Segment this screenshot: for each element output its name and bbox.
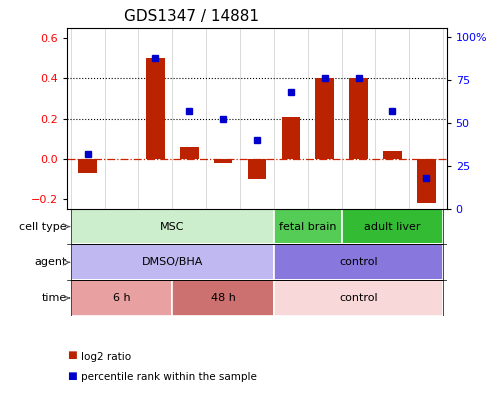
Text: control: control — [339, 293, 378, 303]
Bar — [146, 58, 165, 159]
Bar — [71, 280, 443, 316]
Text: MSC: MSC — [160, 222, 185, 232]
Bar — [71, 245, 443, 280]
Text: fetal brain: fetal brain — [279, 222, 336, 232]
Text: adult liver: adult liver — [364, 222, 421, 232]
Text: percentile rank within the sample: percentile rank within the sample — [81, 372, 256, 382]
Bar — [315, 79, 334, 159]
Text: ■: ■ — [67, 371, 77, 381]
Bar — [274, 245, 443, 280]
Bar — [172, 280, 274, 316]
Bar — [78, 159, 97, 173]
Bar — [342, 209, 443, 245]
Text: 48 h: 48 h — [211, 293, 236, 303]
Bar — [274, 280, 443, 316]
Bar — [71, 245, 274, 280]
Bar — [180, 147, 199, 159]
Bar — [71, 209, 443, 245]
Text: log2 ratio: log2 ratio — [81, 352, 131, 362]
Bar — [281, 117, 300, 159]
Bar — [274, 209, 342, 245]
Text: ■: ■ — [67, 350, 77, 360]
Bar — [417, 159, 436, 203]
Bar — [248, 159, 266, 179]
Text: DMSO/BHA: DMSO/BHA — [142, 257, 203, 267]
Bar — [71, 209, 274, 245]
Text: control: control — [339, 257, 378, 267]
Text: 6 h: 6 h — [113, 293, 130, 303]
Text: cell type: cell type — [19, 222, 67, 232]
Bar — [349, 79, 368, 159]
Text: GDS1347 / 14881: GDS1347 / 14881 — [124, 9, 259, 24]
Bar — [71, 280, 172, 316]
Text: time: time — [41, 293, 67, 303]
Bar — [383, 151, 402, 159]
Bar — [214, 159, 233, 163]
Text: agent: agent — [34, 257, 67, 267]
